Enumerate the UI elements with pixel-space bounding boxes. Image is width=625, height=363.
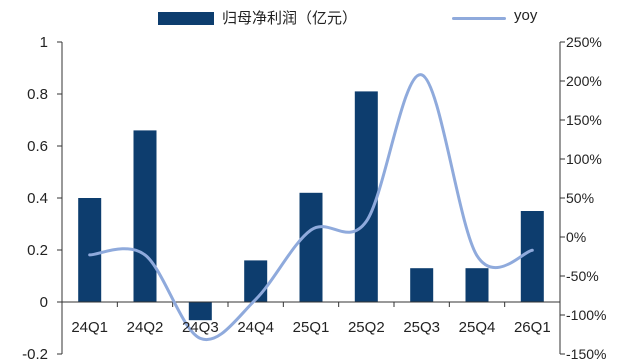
right-tick-label: 150% xyxy=(566,112,602,128)
x-tick-label-24Q1: 24Q1 xyxy=(71,319,108,336)
x-tick-label-24Q3: 24Q3 xyxy=(182,319,219,336)
right-tick-label: -100% xyxy=(566,307,606,323)
bar-25Q1 xyxy=(299,192,323,302)
x-tick-label-24Q2: 24Q2 xyxy=(127,319,164,336)
bar-24Q3 xyxy=(188,302,212,321)
x-tick-label-25Q1: 25Q1 xyxy=(293,319,330,336)
bar-25Q3 xyxy=(410,268,434,302)
left-tick-label: 0 xyxy=(40,294,48,311)
right-tick-label: 250% xyxy=(566,34,602,50)
x-tick-label-25Q3: 25Q3 xyxy=(403,319,440,336)
bar-25Q2 xyxy=(354,91,378,303)
bar-24Q1 xyxy=(78,198,102,302)
left-tick-label: -0.2 xyxy=(22,346,48,363)
left-tick-label: 0.2 xyxy=(27,242,48,259)
right-tick-label: 200% xyxy=(566,73,602,89)
left-tick-label: 0.6 xyxy=(27,138,48,155)
right-tick-label: 50% xyxy=(566,190,594,206)
bar-24Q2 xyxy=(133,130,157,302)
chart-legend: 归母净利润（亿元） yoy xyxy=(0,6,625,30)
right-tick-label: 100% xyxy=(566,151,602,167)
bar-26Q1 xyxy=(520,211,544,302)
x-tick-label-25Q4: 25Q4 xyxy=(459,319,496,336)
right-tick-label: -150% xyxy=(566,346,606,362)
x-tick-label-24Q4: 24Q4 xyxy=(237,319,274,336)
right-tick-label: -50% xyxy=(566,268,599,284)
left-tick-label: 0.8 xyxy=(27,86,48,103)
legend-line-label: yoy xyxy=(514,7,538,24)
right-tick-label: 0% xyxy=(566,229,586,245)
bar-25Q4 xyxy=(465,268,489,302)
legend-bar-label: 归母净利润（亿元） xyxy=(222,9,358,27)
left-tick-label: 0.4 xyxy=(27,190,48,207)
legend-line-swatch xyxy=(452,17,506,20)
left-tick-label: 1 xyxy=(40,34,48,51)
yoy-line xyxy=(88,73,534,342)
bar-24Q4 xyxy=(244,260,268,302)
x-tick-label-25Q2: 25Q2 xyxy=(348,319,385,336)
legend-bar-swatch xyxy=(158,12,214,25)
x-tick-label-26Q1: 26Q1 xyxy=(514,319,551,336)
